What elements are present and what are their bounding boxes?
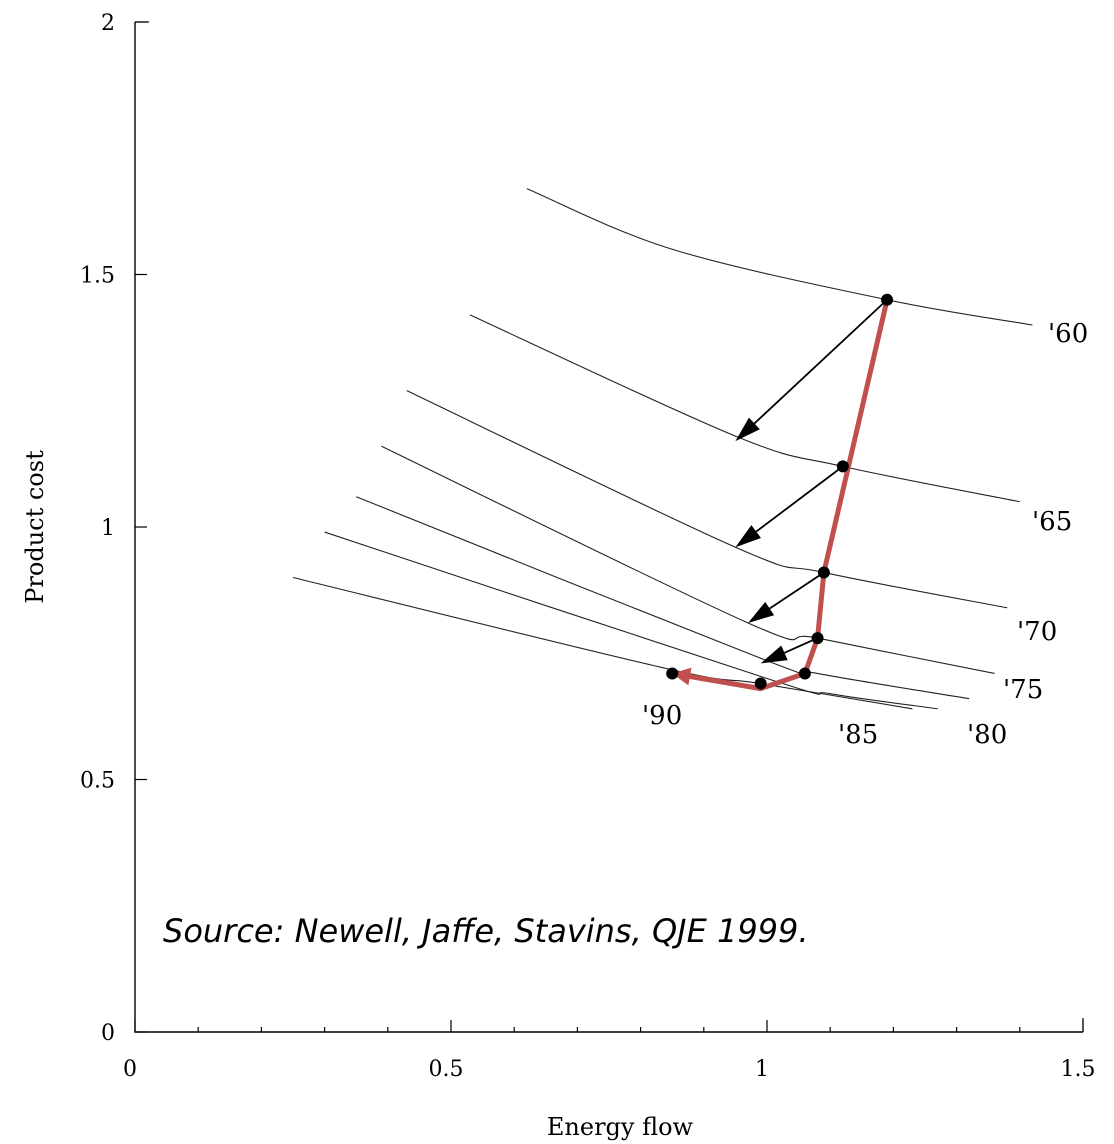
shift-arrow — [784, 637, 818, 654]
iso-curve-75 — [381, 445, 995, 674]
axes: 0 0.5 1 1.5 0 0.5 1 1.5 2 — [80, 11, 1096, 1082]
source-annotation: Source: Newell, Jaffe, Stavins, QJE 1999… — [163, 912, 809, 950]
y-axis-title: Product cost — [21, 450, 49, 604]
observed-point — [817, 566, 830, 579]
curve-label: '65 — [1032, 507, 1072, 537]
observed-point — [811, 632, 824, 645]
x-axis-title: Energy flow — [547, 1113, 694, 1141]
x-tick-label: 0.5 — [429, 1057, 464, 1082]
iso-curves — [292, 188, 1033, 710]
observed-path — [672, 297, 890, 692]
iso-curve-70 — [406, 390, 1008, 609]
x-tick-label: 1.5 — [1061, 1057, 1096, 1082]
curve-label: '75 — [1003, 675, 1043, 705]
iso-curve-80 — [355, 496, 970, 700]
shift-arrow-head — [735, 417, 760, 442]
curve-labels: '60 '65 '70 '75 '80 '85 '90 — [642, 319, 1088, 750]
axis-frame — [134, 22, 1083, 1033]
shift-arrow — [769, 571, 825, 610]
y-tick-label: 1.5 — [80, 264, 115, 289]
y-tick-label: 0 — [101, 1021, 115, 1046]
curve-label: '85 — [838, 720, 878, 750]
y-tick-label: 1 — [101, 516, 115, 541]
x-tick-label: 1 — [755, 1057, 769, 1082]
iso-curve-85 — [324, 531, 938, 710]
observed-point — [881, 293, 894, 306]
shift-arrow-head — [748, 601, 775, 623]
curve-label: '60 — [1048, 319, 1088, 349]
curve-label: '90 — [642, 701, 682, 731]
x-tick-label: 0 — [123, 1057, 137, 1082]
y-tick-label: 2 — [101, 11, 115, 36]
red-path-line — [687, 297, 890, 692]
curve-label: '80 — [967, 720, 1007, 750]
shift-arrows — [735, 299, 888, 664]
iso-curve-60 — [526, 188, 1033, 326]
iso-curve-65 — [469, 314, 1020, 503]
shift-arrow — [753, 299, 888, 425]
observed-point — [754, 677, 767, 690]
y-tick-label: 0.5 — [80, 769, 115, 794]
observed-points — [666, 293, 894, 690]
curve-label: '70 — [1017, 617, 1057, 647]
observed-point — [798, 667, 811, 680]
observed-point — [666, 667, 679, 680]
shift-arrow — [755, 465, 844, 533]
observed-point — [836, 460, 849, 473]
shift-arrow-head — [760, 645, 788, 664]
shift-arrow-head — [735, 525, 761, 548]
